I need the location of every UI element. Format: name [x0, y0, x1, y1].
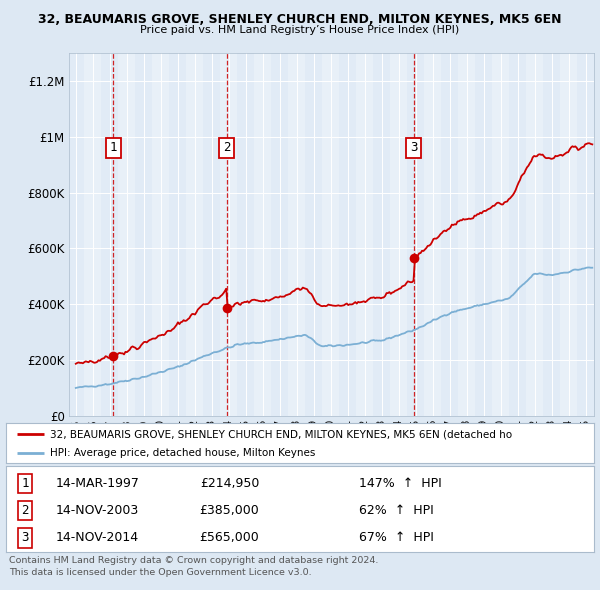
Text: 1: 1: [21, 477, 29, 490]
Bar: [237, 53, 254, 416]
Text: 32, BEAUMARIS GROVE, SHENLEY CHURCH END, MILTON KEYNES, MK5 6EN (detached ho: 32, BEAUMARIS GROVE, SHENLEY CHURCH END,…: [50, 430, 512, 440]
Text: 62%  ↑  HPI: 62% ↑ HPI: [359, 504, 434, 517]
Text: HPI: Average price, detached house, Milton Keynes: HPI: Average price, detached house, Milt…: [50, 448, 316, 458]
Text: 1: 1: [110, 142, 117, 155]
Text: This data is licensed under the Open Government Licence v3.0.: This data is licensed under the Open Gov…: [9, 568, 311, 576]
Bar: [135, 53, 152, 416]
Text: 14-NOV-2014: 14-NOV-2014: [56, 532, 139, 545]
Bar: [305, 53, 322, 416]
Bar: [441, 53, 458, 416]
Bar: [271, 53, 288, 416]
Text: Price paid vs. HM Land Registry’s House Price Index (HPI): Price paid vs. HM Land Registry’s House …: [140, 25, 460, 35]
Text: 3: 3: [410, 142, 418, 155]
Text: 2: 2: [21, 504, 29, 517]
Text: 32, BEAUMARIS GROVE, SHENLEY CHURCH END, MILTON KEYNES, MK5 6EN: 32, BEAUMARIS GROVE, SHENLEY CHURCH END,…: [38, 13, 562, 26]
Text: 3: 3: [21, 532, 29, 545]
Bar: [543, 53, 560, 416]
Bar: [101, 53, 118, 416]
Text: £565,000: £565,000: [200, 532, 259, 545]
Bar: [509, 53, 526, 416]
Text: Contains HM Land Registry data © Crown copyright and database right 2024.: Contains HM Land Registry data © Crown c…: [9, 556, 379, 565]
Bar: [407, 53, 424, 416]
Text: 14-MAR-1997: 14-MAR-1997: [55, 477, 139, 490]
Bar: [475, 53, 492, 416]
Bar: [67, 53, 84, 416]
Bar: [169, 53, 186, 416]
Bar: [203, 53, 220, 416]
Text: 14-NOV-2003: 14-NOV-2003: [56, 504, 139, 517]
Bar: [373, 53, 390, 416]
Text: 147%  ↑  HPI: 147% ↑ HPI: [359, 477, 442, 490]
Text: 2: 2: [223, 142, 230, 155]
Bar: [339, 53, 356, 416]
Text: 67%  ↑  HPI: 67% ↑ HPI: [359, 532, 434, 545]
Text: £214,950: £214,950: [200, 477, 259, 490]
Text: £385,000: £385,000: [200, 504, 259, 517]
Bar: [577, 53, 594, 416]
